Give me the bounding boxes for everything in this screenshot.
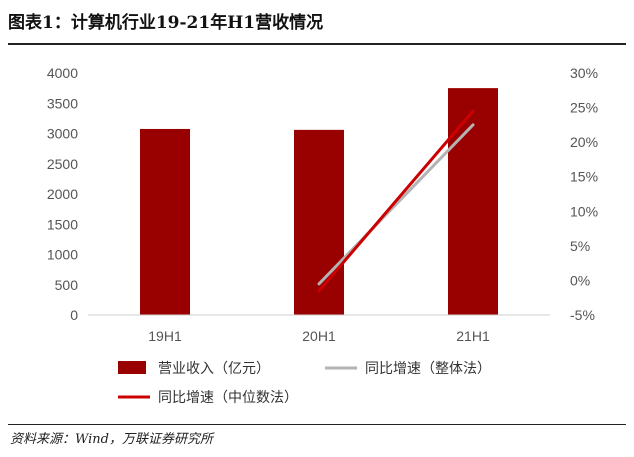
left-axis-tick-label: 3000 [47,126,78,142]
revenue-bar [294,129,344,315]
legend-label: 同比增速（中位数法） [158,390,298,406]
right-axis-tick-label: -5% [570,307,595,323]
left-axis-tick-label: 1000 [47,247,78,263]
left-axis-tick-label: 3500 [47,95,78,111]
chart-title: 图表1：计算机行业19-21年H1营收情况 [8,13,324,33]
revenue-bar [448,88,498,315]
left-axis-tick-label: 2500 [47,156,78,172]
legend-label: 营业收入（亿元） [158,361,270,377]
revenue-bar [140,128,190,315]
title-divider [8,43,626,45]
x-axis-tick-label: 20H1 [302,328,336,344]
legend-label: 同比增速（整体法） [365,361,491,377]
x-axis-tick-label: 21H1 [456,328,490,344]
right-axis-tick-label: 25% [570,100,598,116]
right-axis-tick-label: 15% [570,169,598,185]
footer-divider [8,424,626,425]
left-axis-tick-label: 500 [55,277,79,293]
right-axis-tick-label: 30% [570,65,598,81]
growth-line-overall [317,123,475,286]
source-note: 资料来源：Wind，万联证券研究所 [10,432,213,447]
right-axis-tick-label: 0% [570,272,590,288]
growth-line-median [317,109,475,293]
legend-swatch-revenue [118,361,146,374]
left-axis-tick-label: 4000 [47,65,78,81]
left-axis-tick-label: 1500 [47,216,78,232]
chart-area: 0 500 1000 1500 2000 2500 3000 3500 4000 -5% 0% 5% 1… [47,65,598,406]
left-axis-tick-label: 0 [70,307,78,323]
right-axis-tick-label: 20% [570,134,598,150]
x-axis-tick-label: 19H1 [148,328,182,344]
right-axis-tick-label: 10% [570,203,598,219]
right-axis-tick-label: 5% [570,238,590,254]
left-axis-tick-label: 2000 [47,186,78,202]
